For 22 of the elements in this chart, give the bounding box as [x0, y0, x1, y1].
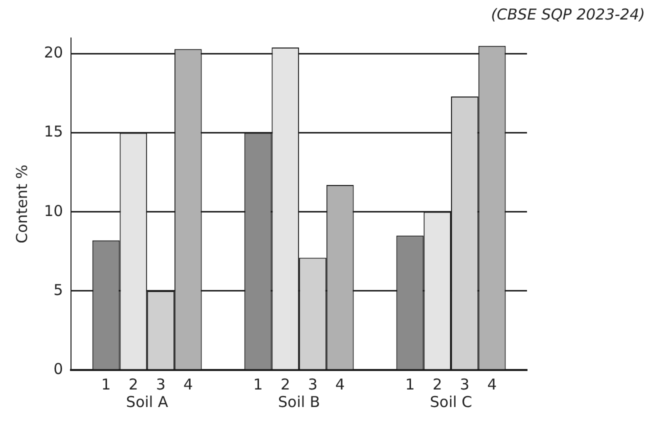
series-label: 4: [183, 375, 193, 394]
x-tick-label: Soil B: [278, 392, 320, 411]
text: 4: [487, 375, 497, 394]
text: 3: [460, 375, 470, 394]
y-axis-title: Content %: [12, 164, 31, 244]
y-tick-label: 0: [54, 360, 64, 378]
y-tick-label: 5: [54, 280, 64, 299]
text: 3: [308, 375, 318, 394]
text: 2: [432, 375, 442, 394]
series-label: 3: [156, 375, 166, 394]
x-tick-label: Soil C: [430, 392, 472, 411]
text: 1: [405, 375, 415, 394]
series-label: 2: [128, 375, 138, 394]
y-tick-label: 10: [44, 202, 64, 220]
series-label: 1: [101, 375, 111, 394]
text: (CBSE SQP 2023-24): [490, 5, 645, 24]
text: 1: [253, 375, 263, 394]
text: 2: [280, 375, 290, 394]
text: 4: [335, 375, 345, 394]
y-tick-label: 20: [44, 44, 64, 62]
x-tick-label: Soil A: [126, 392, 169, 411]
y-tick-label: 15: [44, 122, 64, 141]
